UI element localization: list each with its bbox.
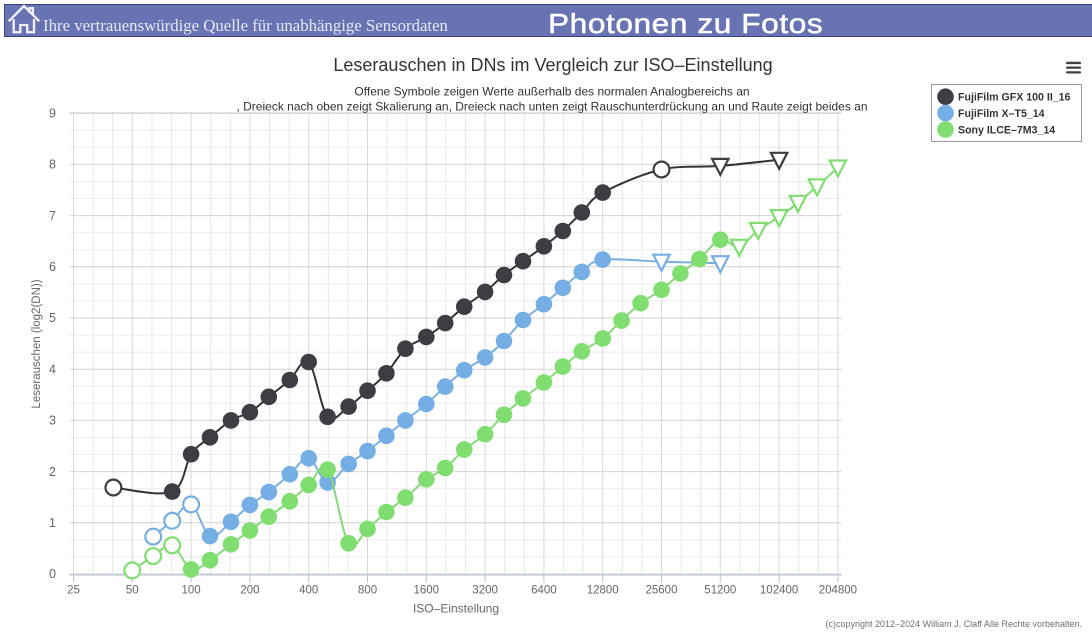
svg-text:8: 8 — [49, 158, 56, 172]
svg-text:25600: 25600 — [646, 585, 678, 597]
svg-text:1600: 1600 — [414, 585, 440, 597]
svg-text:800: 800 — [358, 585, 377, 597]
svg-text:ISO–Einstellung: ISO–Einstellung — [413, 602, 499, 616]
svg-text:100: 100 — [182, 585, 201, 597]
svg-text:Sony ILCE–7M3_14: Sony ILCE–7M3_14 — [958, 124, 1055, 136]
svg-text:6: 6 — [49, 260, 56, 274]
svg-text:400: 400 — [299, 585, 318, 597]
svg-text:9: 9 — [49, 106, 56, 120]
svg-text:Leserauschen in DNs im Verglei: Leserauschen in DNs im Vergleich zur ISO… — [333, 55, 772, 75]
svg-text:Leserauschen (log2(DN)): Leserauschen (log2(DN)) — [31, 279, 43, 408]
svg-text:2: 2 — [49, 465, 56, 479]
svg-text:FujiFilm GFX 100 II_16: FujiFilm GFX 100 II_16 — [958, 92, 1071, 104]
svg-text:200: 200 — [240, 585, 259, 597]
svg-text:204800: 204800 — [819, 585, 857, 597]
svg-text:102400: 102400 — [760, 585, 798, 597]
svg-text:7: 7 — [49, 209, 56, 223]
svg-text:FujiFilm X–T5_14: FujiFilm X–T5_14 — [958, 108, 1045, 120]
svg-text:1: 1 — [49, 516, 56, 530]
svg-text:5: 5 — [49, 311, 56, 325]
svg-text:(c)copyright 2012–2024 William: (c)copyright 2012–2024 William J. Claff … — [826, 619, 1082, 629]
svg-text:6400: 6400 — [531, 585, 557, 597]
svg-text:3200: 3200 — [472, 585, 498, 597]
svg-text:25: 25 — [67, 585, 80, 597]
svg-text:12800: 12800 — [587, 585, 619, 597]
svg-text:0: 0 — [49, 567, 56, 581]
svg-text:, Dreieck nach oben zeigt Skal: , Dreieck nach oben zeigt Skalierung an,… — [236, 100, 867, 114]
svg-text:50: 50 — [126, 585, 139, 597]
svg-text:Offene Symbole zeigen Werte au: Offene Symbole zeigen Werte außerhalb de… — [354, 85, 749, 99]
svg-text:51200: 51200 — [704, 585, 736, 597]
svg-text:3: 3 — [49, 414, 56, 428]
svg-text:4: 4 — [49, 362, 56, 376]
